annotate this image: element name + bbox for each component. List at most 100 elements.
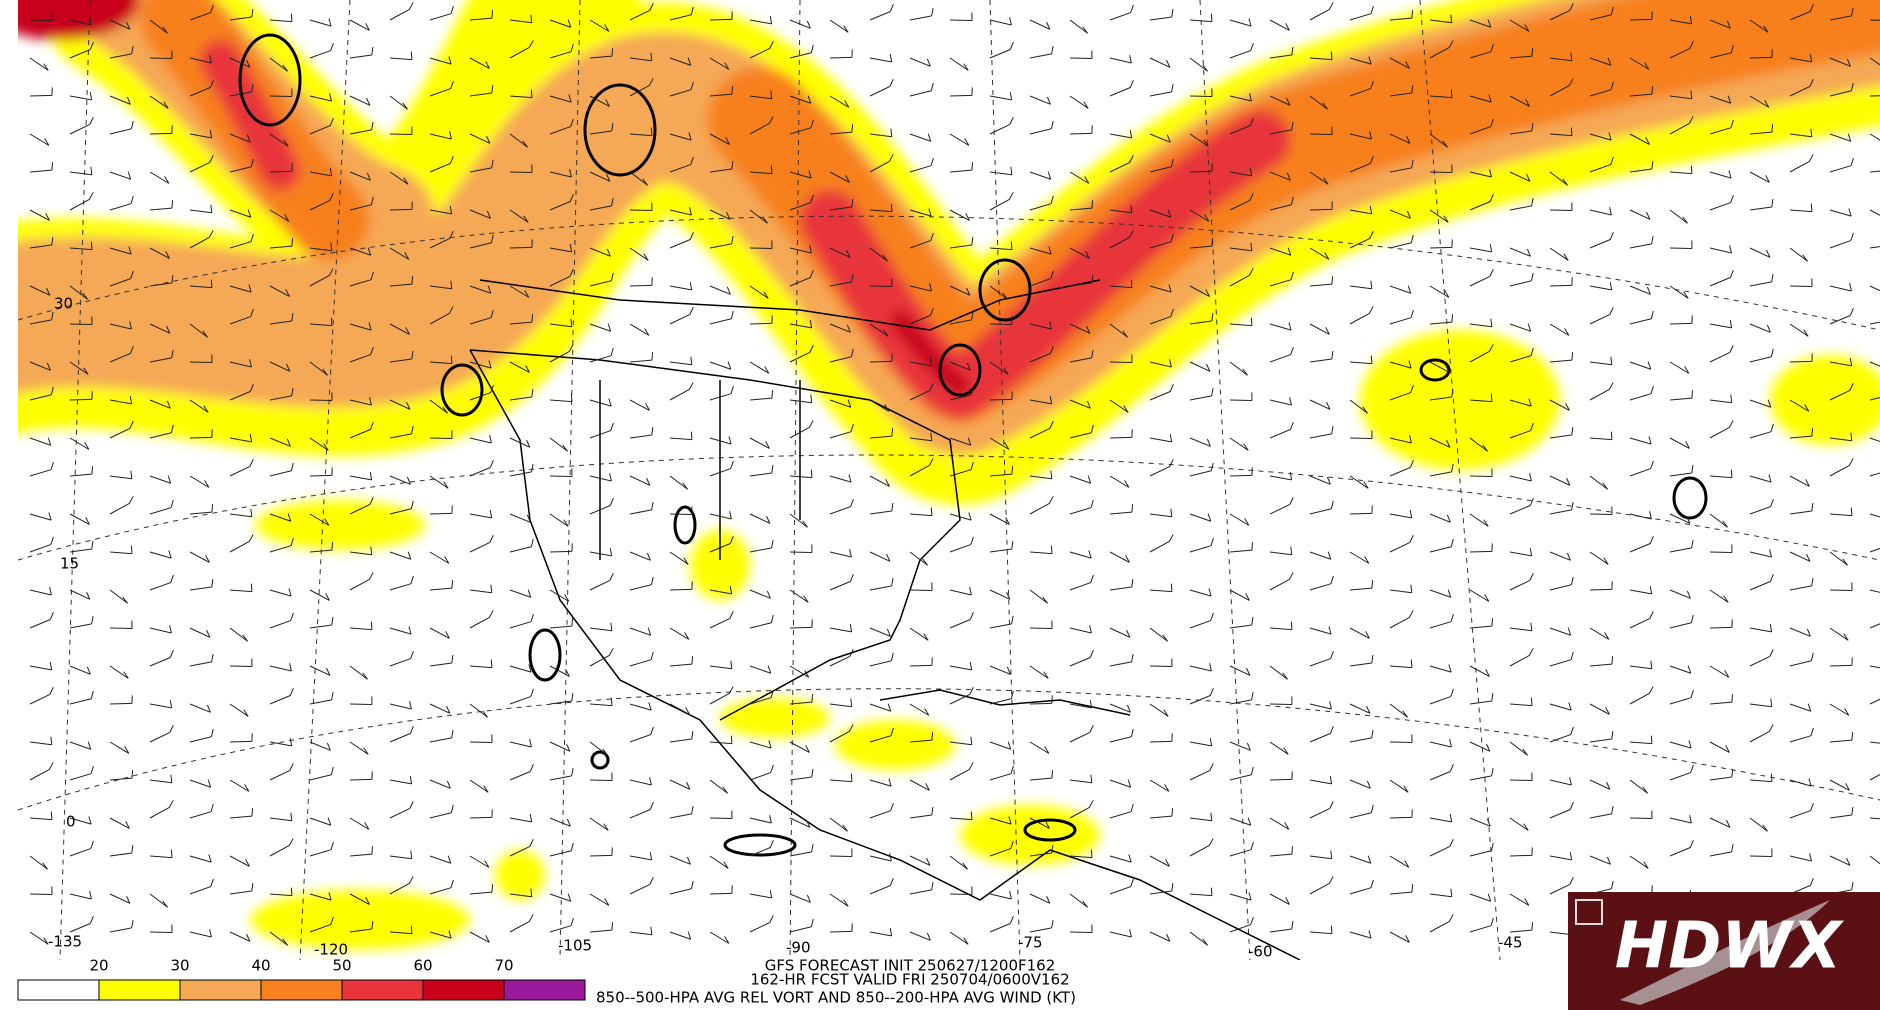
- wind-barb: [1029, 620, 1053, 629]
- barb-staff: [189, 736, 212, 743]
- wind-barb: [909, 57, 931, 67]
- barb-staff: [869, 660, 892, 667]
- barb-staff: [1829, 133, 1851, 142]
- barb-flag: [1728, 420, 1734, 428]
- barb-flag: [1771, 199, 1774, 208]
- barb-staff: [829, 581, 851, 591]
- wind-barb: [69, 765, 94, 781]
- wind-barb: [1509, 247, 1531, 257]
- barb-flag: [570, 842, 574, 851]
- wind-barb: [1709, 420, 1734, 439]
- wind-barb: [429, 5, 454, 21]
- barb-staff: [1309, 323, 1330, 335]
- wind-barb: [949, 611, 974, 629]
- barb-flag: [124, 746, 130, 754]
- wind-barb: [509, 613, 534, 629]
- wind-barb: [469, 360, 492, 369]
- wind-barb: [1509, 547, 1533, 557]
- barb-flag: [610, 697, 613, 706]
- wind-barb: [29, 931, 49, 945]
- wind-barb: [1349, 430, 1373, 439]
- barb-staff: [1509, 399, 1532, 407]
- wind-barb: [349, 771, 373, 781]
- barb-staff: [1309, 283, 1332, 287]
- barb-flag: [284, 214, 290, 222]
- barb-staff: [909, 165, 932, 173]
- barb-staff: [1469, 19, 1491, 28]
- wind-barb: [829, 573, 854, 591]
- wind-barb: [749, 539, 774, 553]
- wind-barb: [1309, 276, 1334, 287]
- wind-barb: [1709, 245, 1732, 254]
- barb-flag: [1091, 275, 1094, 284]
- barb-staff: [989, 361, 1009, 375]
- wind-barb: [1229, 242, 1253, 252]
- barb-staff: [1509, 171, 1531, 182]
- wind-barb: [29, 661, 53, 671]
- titles: GFS FORECAST INIT 250627/1200F162162-HR …: [596, 957, 1076, 1007]
- wind-barb: [1589, 805, 1614, 819]
- wind-barb: [389, 126, 413, 135]
- wind-barb: [1189, 361, 1211, 372]
- barb-flag: [566, 743, 571, 752]
- wind-barb: [1709, 544, 1733, 553]
- wind-barb: [509, 813, 533, 823]
- wind-barb: [1189, 687, 1214, 705]
- barb-flag: [562, 444, 568, 452]
- wind-barb: [149, 171, 170, 184]
- wind-barb: [629, 551, 651, 561]
- barb-flag: [1010, 166, 1013, 175]
- barb-flag: [930, 232, 934, 241]
- wind-barb: [229, 459, 254, 477]
- wind-barb: [1869, 665, 1880, 669]
- barb-staff: [1549, 551, 1571, 561]
- wind-barb: [1669, 390, 1694, 401]
- wind-barb: [389, 425, 414, 439]
- barb-staff: [909, 15, 932, 21]
- barb-flag: [88, 816, 92, 825]
- barb-flag: [125, 821, 130, 829]
- barb-staff: [1429, 893, 1452, 898]
- barb-flag: [450, 804, 454, 813]
- barb-flag: [1369, 231, 1374, 239]
- wind-barb: [1349, 879, 1374, 895]
- barb-flag: [1131, 653, 1134, 663]
- barb-flag: [1284, 822, 1290, 830]
- barb-staff: [1109, 627, 1131, 638]
- barb-flag: [968, 762, 974, 770]
- barb-flag: [207, 779, 212, 788]
- barb-flag: [1808, 154, 1814, 162]
- barb-staff: [109, 247, 132, 255]
- wind-barb: [29, 237, 54, 249]
- wind-barb: [749, 513, 771, 524]
- barb-flag: [1287, 247, 1292, 256]
- barb-flag: [762, 216, 768, 224]
- barb-staff: [509, 893, 532, 898]
- barb-flag: [330, 766, 334, 775]
- wind-barb: [1109, 878, 1134, 895]
- barb-staff: [589, 741, 608, 756]
- barb-staff: [549, 247, 572, 253]
- barb-staff: [29, 133, 50, 146]
- wind-barb: [1669, 165, 1693, 175]
- wind-barb: [29, 886, 53, 895]
- wind-barb: [469, 285, 492, 294]
- barb-flag: [1249, 117, 1254, 126]
- barb-staff: [549, 893, 571, 902]
- barb-flag: [811, 843, 814, 853]
- wind-barb: [469, 209, 491, 219]
- barb-flag: [1211, 387, 1214, 397]
- colorbar-swatch: [179, 979, 262, 1001]
- wind-barb: [1029, 695, 1053, 705]
- barb-flag: [1005, 517, 1010, 525]
- barb-flag: [1411, 10, 1414, 19]
- barb-flag: [1168, 534, 1174, 542]
- barb-flag: [1490, 318, 1493, 327]
- barb-staff: [469, 133, 491, 144]
- wind-barb: [29, 736, 53, 746]
- coastlines: [469, 279, 1301, 960]
- barb-flag: [1089, 625, 1092, 634]
- barb-flag: [50, 386, 54, 395]
- wind-barb: [389, 775, 413, 785]
- barb-staff: [349, 928, 372, 933]
